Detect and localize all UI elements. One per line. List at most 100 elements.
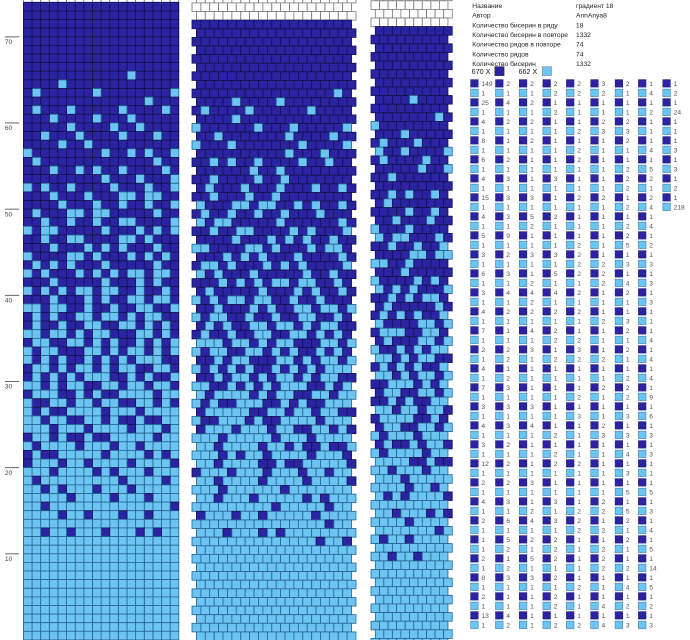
svg-text:4: 4 <box>626 280 630 287</box>
svg-text:2: 2 <box>577 157 581 164</box>
svg-text:1: 1 <box>602 204 606 211</box>
svg-text:1: 1 <box>530 166 534 173</box>
svg-text:4: 4 <box>649 204 653 211</box>
svg-text:2: 2 <box>626 565 630 572</box>
svg-text:2: 2 <box>626 81 630 88</box>
svg-text:1: 1 <box>577 613 581 620</box>
svg-text:2: 2 <box>530 81 534 88</box>
svg-text:1: 1 <box>649 385 653 392</box>
svg-text:Название: Название <box>472 3 502 10</box>
svg-text:1: 1 <box>506 204 510 211</box>
svg-text:1: 1 <box>530 204 534 211</box>
svg-text:1: 1 <box>626 461 630 468</box>
svg-text:2: 2 <box>506 81 510 88</box>
svg-text:2: 2 <box>506 356 510 363</box>
svg-text:1: 1 <box>506 413 510 420</box>
svg-text:149: 149 <box>481 81 492 88</box>
svg-text:1: 1 <box>626 299 630 306</box>
svg-text:1: 1 <box>602 252 606 259</box>
svg-text:3: 3 <box>554 252 558 259</box>
svg-text:1: 1 <box>506 451 510 458</box>
svg-text:3: 3 <box>626 413 630 420</box>
svg-text:1: 1 <box>481 451 485 458</box>
svg-text:2: 2 <box>626 204 630 211</box>
svg-text:1: 1 <box>602 223 606 230</box>
svg-text:1: 1 <box>506 223 510 230</box>
svg-text:6: 6 <box>481 157 485 164</box>
svg-text:3: 3 <box>602 432 606 439</box>
svg-text:7: 7 <box>481 385 485 392</box>
svg-text:1: 1 <box>554 385 558 392</box>
svg-text:1: 1 <box>554 166 558 173</box>
svg-text:7: 7 <box>481 328 485 335</box>
svg-text:1: 1 <box>530 185 534 192</box>
svg-text:1: 1 <box>602 166 606 173</box>
svg-text:1: 1 <box>481 603 485 610</box>
svg-text:4: 4 <box>481 309 485 316</box>
svg-text:1: 1 <box>577 556 581 563</box>
svg-text:2: 2 <box>626 233 630 240</box>
svg-text:670 X: 670 X <box>472 67 491 76</box>
svg-text:1: 1 <box>481 546 485 553</box>
svg-text:8: 8 <box>481 575 485 582</box>
svg-text:1: 1 <box>530 546 534 553</box>
svg-text:1: 1 <box>602 147 606 154</box>
svg-text:1: 1 <box>530 147 534 154</box>
svg-text:1: 1 <box>530 565 534 572</box>
svg-text:74: 74 <box>576 51 584 58</box>
svg-text:градиент 18: градиент 18 <box>576 3 614 10</box>
svg-text:4: 4 <box>506 613 510 620</box>
svg-text:2: 2 <box>577 252 581 259</box>
svg-text:3: 3 <box>506 271 510 278</box>
svg-text:1: 1 <box>626 195 630 202</box>
svg-text:1: 1 <box>554 195 558 202</box>
svg-text:2: 2 <box>530 508 534 515</box>
svg-text:1: 1 <box>481 622 485 629</box>
svg-text:3: 3 <box>530 347 534 354</box>
svg-text:1: 1 <box>481 394 485 401</box>
svg-text:1: 1 <box>602 176 606 183</box>
svg-text:2: 2 <box>626 375 630 382</box>
svg-text:24: 24 <box>674 109 682 116</box>
svg-text:2: 2 <box>554 432 558 439</box>
svg-text:1: 1 <box>649 81 653 88</box>
svg-text:1: 1 <box>577 375 581 382</box>
svg-text:2: 2 <box>554 594 558 601</box>
svg-text:2: 2 <box>481 594 485 601</box>
svg-text:1: 1 <box>554 423 558 430</box>
svg-text:1: 1 <box>577 138 581 145</box>
svg-text:1: 1 <box>577 166 581 173</box>
svg-text:1: 1 <box>577 546 581 553</box>
svg-text:1: 1 <box>554 413 558 420</box>
svg-text:1: 1 <box>602 109 606 116</box>
svg-text:1: 1 <box>649 575 653 582</box>
svg-text:3: 3 <box>649 508 653 515</box>
svg-text:1: 1 <box>626 423 630 430</box>
svg-text:1: 1 <box>577 432 581 439</box>
svg-text:1: 1 <box>530 499 534 506</box>
svg-text:8: 8 <box>481 138 485 145</box>
svg-text:2: 2 <box>554 575 558 582</box>
svg-text:4: 4 <box>481 176 485 183</box>
svg-text:1: 1 <box>674 195 678 202</box>
svg-text:3: 3 <box>674 147 678 154</box>
svg-text:1: 1 <box>530 432 534 439</box>
svg-text:1: 1 <box>554 299 558 306</box>
svg-text:3: 3 <box>626 128 630 135</box>
svg-text:1: 1 <box>602 442 606 449</box>
svg-text:2: 2 <box>577 81 581 88</box>
svg-text:1: 1 <box>481 185 485 192</box>
svg-text:1: 1 <box>506 185 510 192</box>
svg-text:1: 1 <box>577 223 581 230</box>
svg-text:40: 40 <box>5 298 13 305</box>
svg-text:2: 2 <box>602 261 606 268</box>
svg-text:1: 1 <box>649 309 653 316</box>
svg-text:1: 1 <box>554 565 558 572</box>
svg-text:74: 74 <box>576 42 584 49</box>
svg-text:1: 1 <box>602 290 606 297</box>
svg-text:1: 1 <box>554 119 558 126</box>
svg-text:2: 2 <box>577 356 581 363</box>
svg-text:1: 1 <box>481 537 485 544</box>
svg-text:4: 4 <box>649 356 653 363</box>
svg-text:3: 3 <box>506 404 510 411</box>
